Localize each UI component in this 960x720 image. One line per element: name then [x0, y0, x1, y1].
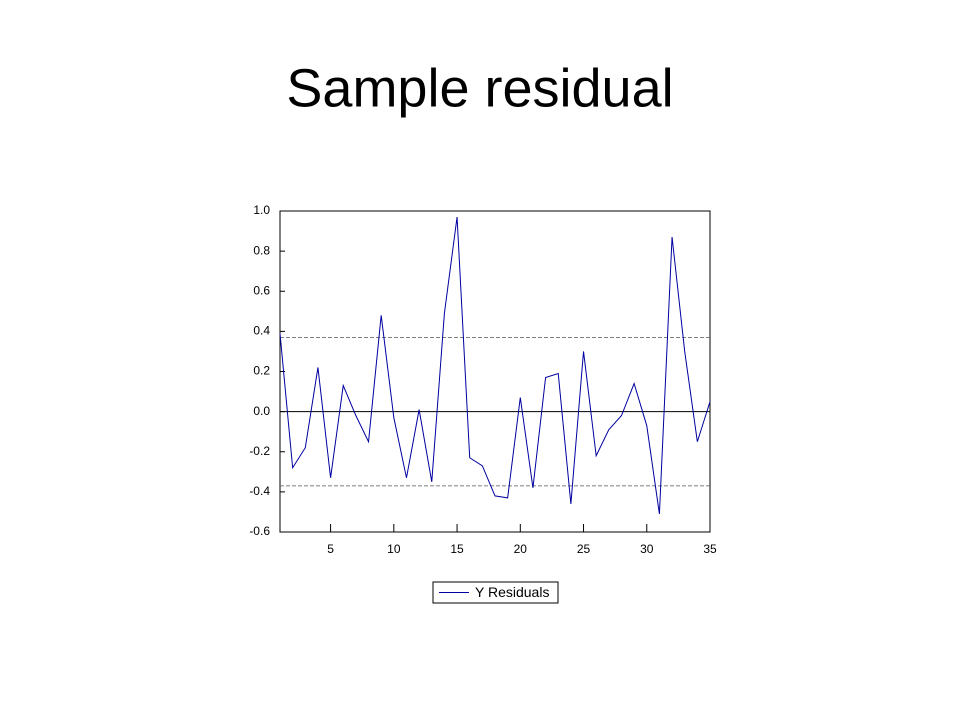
- legend-box: [432, 581, 559, 604]
- series-line: [279, 216, 711, 515]
- y-tick-label: -0.4: [249, 484, 270, 498]
- x-tick-label: 5: [327, 542, 334, 556]
- x-tick-label: 10: [387, 542, 401, 556]
- x-tick-label: 15: [450, 542, 464, 556]
- x-tick-label: 35: [703, 542, 717, 556]
- chart-title: Sample residual: [286, 58, 673, 118]
- y-tick-label: 0.6: [253, 283, 270, 297]
- x-tick-label: 30: [640, 542, 654, 556]
- y-tick-label: 0.0: [253, 404, 270, 418]
- x-tick-label: 25: [577, 542, 591, 556]
- legend-label: Y Residuals: [475, 584, 549, 600]
- y-tick-label: -0.6: [249, 524, 270, 538]
- plot-frame: [279, 210, 711, 533]
- y-tick-label: -0.2: [249, 444, 270, 458]
- y-tick-label: 1.0: [253, 203, 270, 217]
- y-tick-label: 0.4: [253, 324, 270, 338]
- x-tick-label: 20: [514, 542, 528, 556]
- y-tick-label: 0.2: [253, 364, 270, 378]
- y-tick-label: 0.8: [253, 243, 270, 257]
